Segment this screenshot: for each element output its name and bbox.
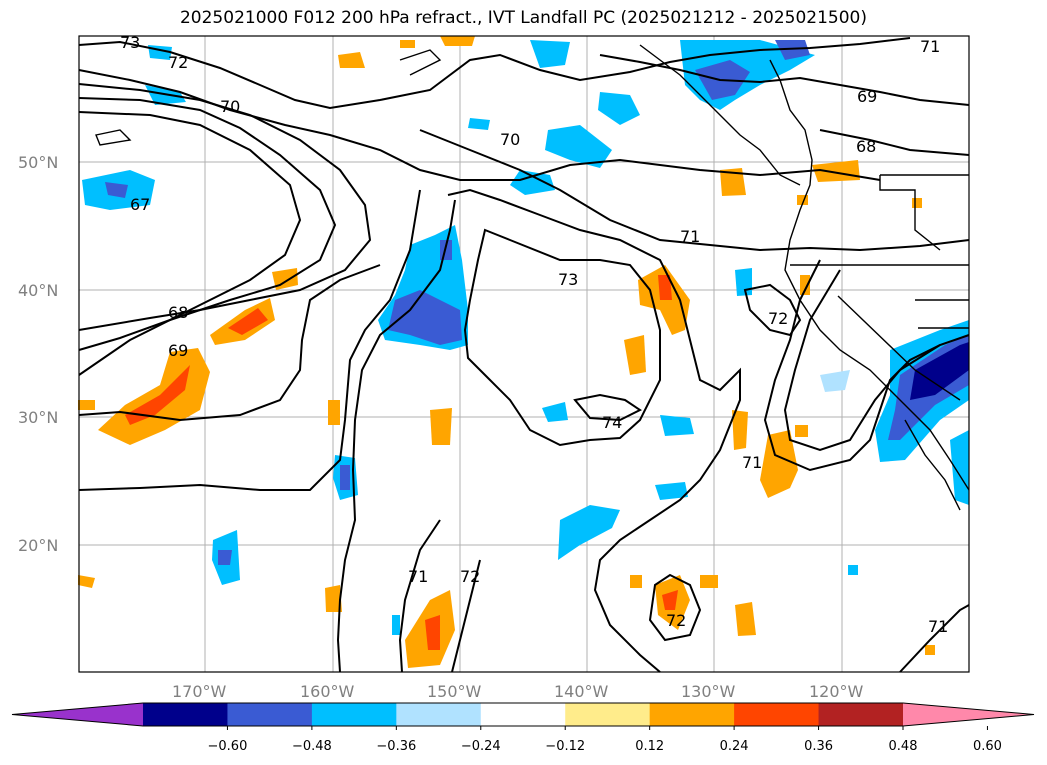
lat-label: 20°N bbox=[18, 536, 58, 555]
colorbar-segment bbox=[143, 703, 228, 726]
lat-label: 30°N bbox=[18, 408, 58, 427]
colorbar-tick-label: 0.24 bbox=[720, 739, 749, 754]
contour-label: 68 bbox=[856, 137, 876, 156]
colorbar-extend-high bbox=[903, 703, 1034, 726]
contour-label: 71 bbox=[928, 617, 948, 636]
colorbar-extend-low bbox=[12, 703, 143, 726]
lon-label: 140°W bbox=[554, 682, 609, 701]
contour-label: 70 bbox=[220, 97, 240, 116]
lon-label: 120°W bbox=[809, 682, 864, 701]
contour-label: 72 bbox=[168, 53, 188, 72]
lon-label: 130°W bbox=[681, 682, 736, 701]
colorbar-tick-label: −0.48 bbox=[292, 739, 332, 754]
colorbar-outline bbox=[11, 702, 1035, 727]
colorbar-segment bbox=[396, 703, 482, 726]
colorbar-tick-label: 0.48 bbox=[889, 739, 918, 754]
colorbar-segment bbox=[311, 703, 397, 726]
contour-labels: 73 72 70 67 68 69 70 73 71 72 74 71 69 6… bbox=[120, 33, 948, 636]
contour-label: 67 bbox=[130, 195, 150, 214]
contour-label: 71 bbox=[742, 453, 762, 472]
map-border bbox=[78, 35, 970, 673]
contour-label: 74 bbox=[602, 413, 622, 432]
lat-label: 40°N bbox=[18, 281, 58, 300]
colorbar-tick-label: −0.12 bbox=[545, 739, 585, 754]
lat-label: 50°N bbox=[18, 153, 58, 172]
colorbar-segment bbox=[818, 703, 904, 726]
contour-label: 72 bbox=[460, 567, 480, 586]
lon-label: 160°W bbox=[300, 682, 355, 701]
colorbar: −0.60 −0.48 −0.36 −0.24 −0.12 0.12 0.24 0.36 0.4… bbox=[11, 702, 1035, 754]
lon-labels: 170°W 160°W 150°W 140°W 130°W 120°W bbox=[172, 682, 864, 701]
map-panel bbox=[78, 35, 970, 673]
colorbar-tick-label: −0.60 bbox=[208, 739, 248, 754]
contour-label: 68 bbox=[168, 303, 188, 322]
colorbar-segment bbox=[480, 703, 566, 726]
contour-label: 69 bbox=[168, 341, 188, 360]
colorbar-segment bbox=[565, 703, 651, 726]
colorbar-tick-label: −0.36 bbox=[376, 739, 416, 754]
contour-label: 71 bbox=[920, 37, 940, 56]
contour-label: 70 bbox=[500, 130, 520, 149]
colorbar-tick-label: 0.36 bbox=[804, 739, 833, 754]
contours bbox=[78, 37, 970, 673]
colorbar-segment bbox=[734, 703, 820, 726]
colorbar-tick-label: 0.12 bbox=[635, 739, 664, 754]
contour-label: 71 bbox=[408, 567, 428, 586]
contour-label: 72 bbox=[768, 309, 788, 328]
colorbar-tick-label: −0.24 bbox=[461, 739, 501, 754]
colorbar-segment bbox=[649, 703, 735, 726]
lat-labels: 50°N 40°N 30°N 20°N bbox=[18, 153, 58, 555]
lon-label: 170°W bbox=[172, 682, 227, 701]
colorbar-segment bbox=[227, 703, 313, 726]
coastlines bbox=[95, 44, 970, 511]
graticule bbox=[79, 36, 969, 672]
contour-label: 73 bbox=[558, 270, 578, 289]
map-title: 2025021000 F012 200 hPa refract., IVT La… bbox=[179, 8, 867, 28]
lon-label: 150°W bbox=[427, 682, 482, 701]
contour-label: 73 bbox=[120, 33, 140, 52]
contour-label: 71 bbox=[680, 227, 700, 246]
colorbar-tick-label: 0.60 bbox=[973, 739, 1002, 754]
shaded-field bbox=[78, 36, 969, 668]
contour-label: 69 bbox=[857, 87, 877, 106]
svg-text:72: 72 bbox=[666, 611, 686, 630]
